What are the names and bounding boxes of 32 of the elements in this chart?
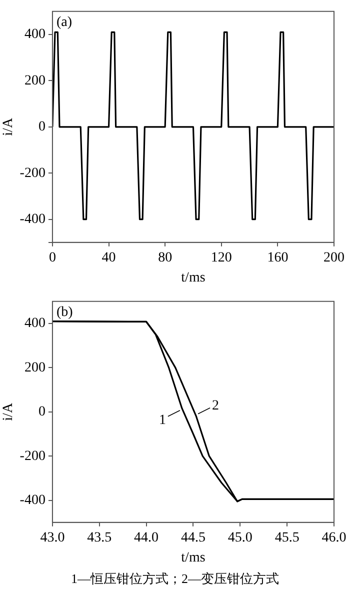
x-tick-label: 46.0 — [322, 530, 346, 546]
x-axis-title: t/ms — [181, 270, 206, 286]
y-tick-label: 0 — [38, 120, 46, 135]
y-tick-label: -200 — [20, 448, 46, 464]
y-axis-title: i/A — [1, 117, 16, 136]
x-tick-label: 45.0 — [228, 530, 252, 546]
x-tick-label: 45.5 — [274, 530, 300, 546]
y-tick-label: 0 — [38, 404, 46, 420]
y-axis-title: i/A — [1, 402, 16, 421]
x-tick-label: 200 — [324, 250, 344, 266]
y-tick-label: -200 — [20, 166, 46, 181]
x-tick-label: 120 — [210, 250, 232, 266]
chart-title: (a) — [56, 15, 72, 30]
x-axis-title: t/ms — [181, 550, 206, 566]
x-tick-label: 43.5 — [87, 530, 112, 546]
x-tick-label: 40 — [102, 250, 116, 266]
x-tick-label: 160 — [267, 250, 288, 266]
y-tick-label: 400 — [24, 27, 46, 42]
x-tick-label: 80 — [158, 250, 172, 266]
annotation: 1 — [158, 413, 166, 428]
y-tick-label: 400 — [24, 316, 46, 332]
chart-title: (b) — [56, 305, 74, 320]
y-tick-label: -400 — [20, 492, 46, 508]
y-tick-label: 200 — [24, 360, 46, 376]
text: 1—恒压钳位方式；2—变压钳位方式 — [70, 570, 280, 588]
x-tick-label: 43.0 — [40, 530, 65, 546]
y-tick-label: 200 — [24, 73, 46, 88]
annotation: 2 — [212, 398, 220, 414]
x-tick-label: 0 — [48, 250, 56, 266]
x-tick-label: 44.5 — [180, 530, 206, 546]
y-tick-label: -400 — [20, 212, 46, 227]
x-tick-label: 44.0 — [134, 530, 159, 546]
